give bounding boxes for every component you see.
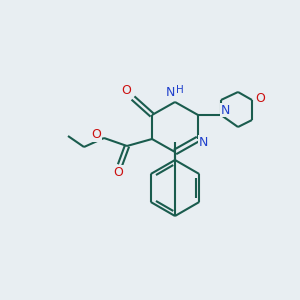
Text: O: O (113, 166, 123, 178)
Text: N: N (165, 86, 175, 100)
Text: O: O (121, 85, 131, 98)
Text: H: H (176, 85, 184, 95)
Text: O: O (91, 128, 101, 142)
Text: O: O (255, 92, 265, 104)
Text: N: N (220, 103, 230, 116)
Text: N: N (198, 136, 208, 148)
